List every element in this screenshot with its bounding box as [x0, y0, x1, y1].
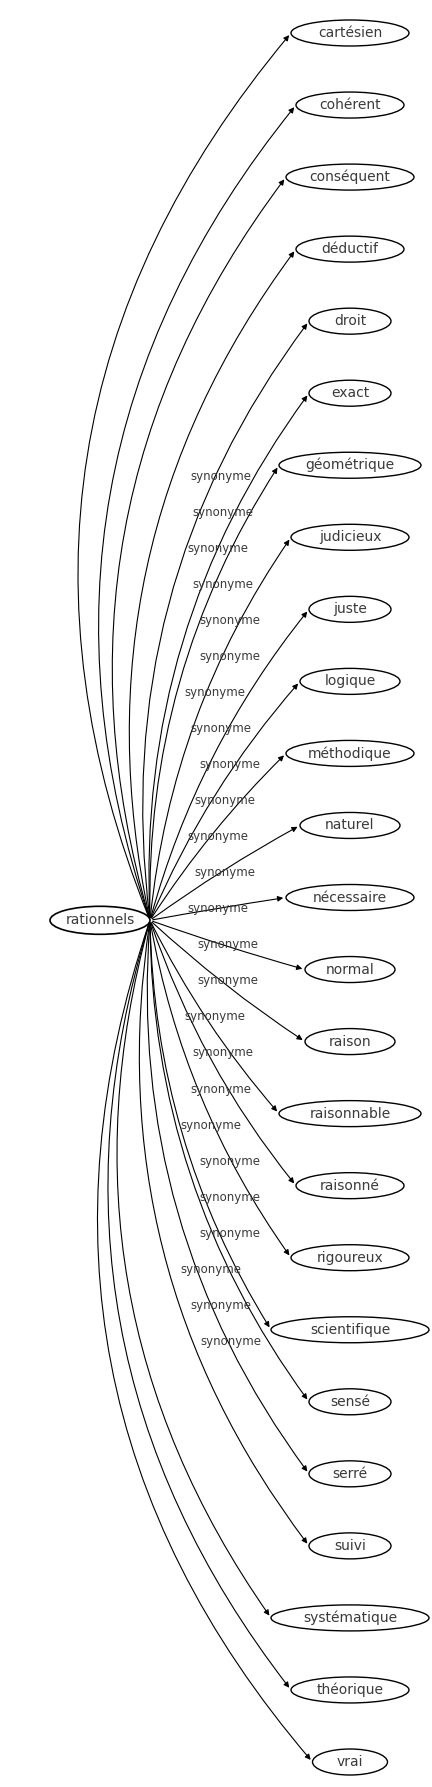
- Text: synonyme: synonyme: [190, 1299, 251, 1312]
- Text: synonyme: synonyme: [197, 938, 258, 951]
- Text: synonyme: synonyme: [199, 1226, 260, 1240]
- Text: synonyme: synonyme: [190, 470, 251, 482]
- Text: méthodique: méthodique: [308, 747, 392, 761]
- Text: serré: serré: [333, 1467, 368, 1481]
- Text: synonyme: synonyme: [187, 541, 248, 556]
- Text: synonyme: synonyme: [187, 902, 248, 915]
- Text: naturel: naturel: [325, 818, 375, 833]
- Text: conséquent: conséquent: [310, 170, 391, 184]
- Text: exact: exact: [331, 386, 369, 400]
- Text: synonyme: synonyme: [201, 1335, 262, 1347]
- Text: synonyme: synonyme: [184, 1010, 245, 1024]
- Text: logique: logique: [324, 674, 376, 688]
- Text: raisonnable: raisonnable: [309, 1106, 391, 1120]
- Text: synonyme: synonyme: [199, 615, 260, 627]
- Text: rationnels: rationnels: [65, 913, 135, 927]
- Text: synonyme: synonyme: [190, 1083, 251, 1095]
- Text: normal: normal: [326, 963, 375, 976]
- Text: droit: droit: [334, 315, 366, 329]
- Text: synonyme: synonyme: [187, 831, 248, 843]
- Text: raison: raison: [329, 1035, 372, 1049]
- Text: synonyme: synonyme: [194, 867, 255, 879]
- Text: synonyme: synonyme: [190, 722, 251, 734]
- Text: systématique: systématique: [303, 1610, 397, 1624]
- Text: judicieux: judicieux: [319, 531, 381, 545]
- Text: raisonné: raisonné: [320, 1179, 380, 1192]
- Text: synonyme: synonyme: [194, 795, 255, 808]
- Text: synonyme: synonyme: [193, 1047, 254, 1060]
- Text: synonyme: synonyme: [199, 1154, 260, 1167]
- Text: synonyme: synonyme: [193, 506, 254, 520]
- Text: déductif: déductif: [321, 241, 378, 256]
- Text: géométrique: géométrique: [305, 457, 394, 472]
- Text: synonyme: synonyme: [199, 758, 260, 772]
- Text: cartésien: cartésien: [318, 27, 382, 39]
- Text: sensé: sensé: [330, 1396, 370, 1408]
- Text: synonyme: synonyme: [199, 1190, 260, 1204]
- Text: vrai: vrai: [337, 1755, 363, 1769]
- Text: rigoureux: rigoureux: [317, 1251, 383, 1265]
- Text: synonyme: synonyme: [184, 686, 245, 699]
- Text: nécessaire: nécessaire: [313, 890, 387, 904]
- Text: juste: juste: [333, 602, 367, 617]
- Text: synonyme: synonyme: [180, 1263, 241, 1276]
- Text: synonyme: synonyme: [180, 1119, 241, 1131]
- Text: synonyme: synonyme: [193, 579, 254, 591]
- Text: suivi: suivi: [334, 1539, 366, 1553]
- Text: théorique: théorique: [317, 1683, 384, 1698]
- Text: cohérent: cohérent: [319, 98, 381, 113]
- Text: scientifique: scientifique: [310, 1322, 390, 1337]
- Text: synonyme: synonyme: [197, 974, 258, 988]
- Text: synonyme: synonyme: [199, 650, 260, 663]
